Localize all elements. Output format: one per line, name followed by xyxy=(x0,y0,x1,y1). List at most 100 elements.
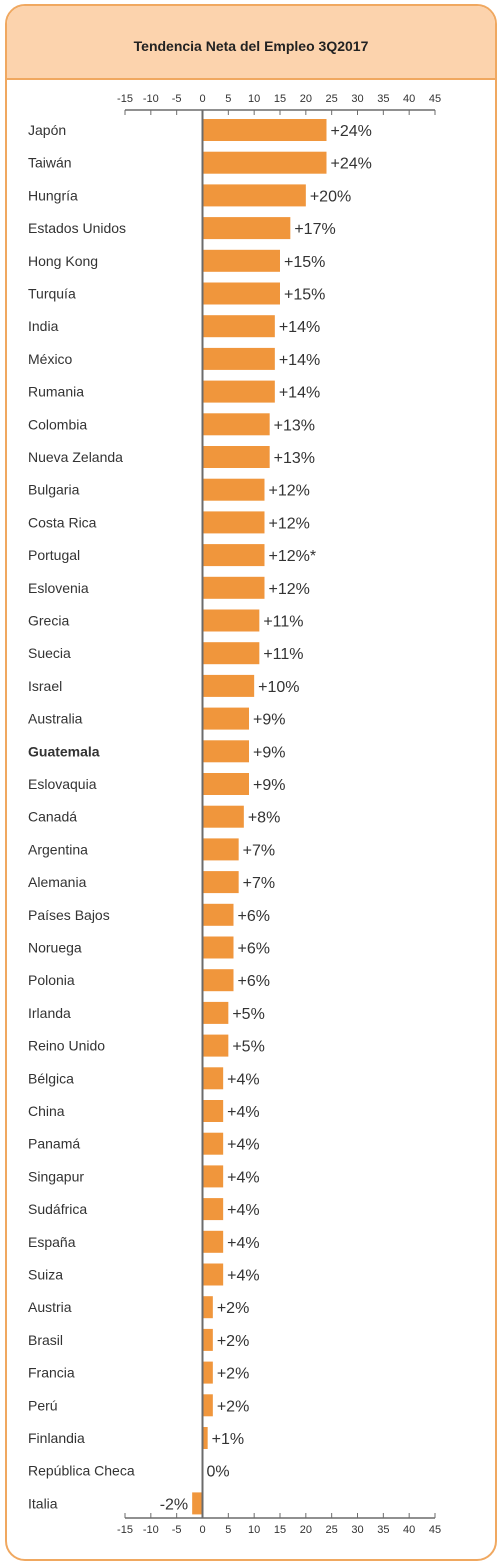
value-label: +4% xyxy=(227,1104,259,1121)
category-label-highlighted: Guatemala xyxy=(28,743,100,759)
category-label: Irlanda xyxy=(28,1005,71,1021)
value-label: +15% xyxy=(284,254,325,271)
bar xyxy=(202,642,260,665)
value-label: +2% xyxy=(217,1398,249,1415)
category-label: Singapur xyxy=(28,1168,84,1184)
category-label: Turquía xyxy=(28,286,76,302)
value-label: +12%* xyxy=(269,548,317,565)
value-label: +4% xyxy=(227,1235,259,1252)
value-label: +2% xyxy=(217,1366,249,1383)
bar xyxy=(202,315,275,338)
value-label: +10% xyxy=(258,679,299,696)
bar xyxy=(202,969,234,992)
bar xyxy=(202,1263,224,1286)
bar xyxy=(202,1067,224,1090)
value-label: +6% xyxy=(238,941,270,958)
category-label: Alemania xyxy=(28,874,87,890)
bar xyxy=(202,249,280,272)
category-label: Estados Unidos xyxy=(28,220,126,236)
bar xyxy=(202,1165,224,1188)
value-label: +11% xyxy=(263,646,303,663)
bar xyxy=(202,674,255,697)
top-axis-tick-label: -5 xyxy=(172,93,182,105)
value-label: +6% xyxy=(238,908,270,925)
bar xyxy=(202,1328,213,1351)
bottom-axis-tick-label: 40 xyxy=(403,1524,415,1536)
category-label: Argentina xyxy=(28,841,88,857)
value-label: +9% xyxy=(253,744,285,761)
value-label: +24% xyxy=(331,123,372,140)
category-label: Rumania xyxy=(28,384,84,400)
category-label: Panamá xyxy=(28,1136,80,1152)
value-label: +4% xyxy=(227,1137,259,1154)
value-label: +5% xyxy=(232,1006,264,1023)
top-axis-tick-label: 45 xyxy=(429,93,441,105)
bar xyxy=(202,871,239,894)
category-label: Eslovenia xyxy=(28,580,89,596)
bar xyxy=(192,1492,203,1515)
value-label: +4% xyxy=(227,1268,259,1285)
category-label: Israel xyxy=(28,678,62,694)
category-label: Grecia xyxy=(28,613,69,629)
bottom-axis-tick-label: 45 xyxy=(429,1524,441,1536)
category-label: Países Bajos xyxy=(28,907,110,923)
top-axis-tick-label: 15 xyxy=(274,93,286,105)
category-label: Canadá xyxy=(28,809,77,825)
value-label: +24% xyxy=(331,156,372,173)
value-label: +9% xyxy=(253,777,285,794)
value-label: +14% xyxy=(279,319,320,336)
bottom-axis-tick-label: 35 xyxy=(377,1524,389,1536)
category-label: Australia xyxy=(28,711,83,727)
value-label: +4% xyxy=(227,1071,259,1088)
bar xyxy=(202,119,327,141)
bar xyxy=(202,903,234,926)
bar xyxy=(202,1100,224,1122)
bar xyxy=(202,544,265,567)
value-label: +12% xyxy=(269,581,310,598)
category-label: España xyxy=(28,1234,76,1250)
bottom-axis-tick-label: 5 xyxy=(225,1524,231,1536)
top-axis-tick-label: 20 xyxy=(300,93,312,105)
bottom-axis-tick-label: 25 xyxy=(326,1524,338,1536)
bar xyxy=(202,347,275,370)
value-label: +13% xyxy=(274,450,315,467)
value-label: 0% xyxy=(207,1464,230,1481)
value-label: +4% xyxy=(227,1169,259,1186)
value-label: +15% xyxy=(284,287,325,304)
bottom-axis-tick-label: 10 xyxy=(248,1524,260,1536)
category-label: Bulgaria xyxy=(28,482,80,498)
bar xyxy=(202,217,291,240)
bottom-axis-tick-label: -10 xyxy=(143,1524,159,1536)
category-label: Hungría xyxy=(28,187,78,203)
bottom-axis-tick-label: 30 xyxy=(351,1524,363,1536)
bar xyxy=(202,446,270,468)
value-label: +1% xyxy=(212,1431,244,1448)
value-label: +2% xyxy=(217,1300,249,1317)
category-label: Bélgica xyxy=(28,1070,74,1086)
bar xyxy=(202,838,239,861)
bar xyxy=(202,805,244,828)
category-label: México xyxy=(28,351,73,367)
bar xyxy=(202,184,306,207)
value-label: +9% xyxy=(253,712,285,729)
bar xyxy=(202,740,249,763)
bar xyxy=(202,609,260,632)
chart-title: Tendencia Neta del Empleo 3Q2017 xyxy=(133,38,369,54)
top-axis-tick-label: 40 xyxy=(403,93,415,105)
value-label: +5% xyxy=(232,1039,264,1056)
category-label: Polonia xyxy=(28,972,75,988)
bottom-axis-tick-label: 20 xyxy=(300,1524,312,1536)
category-label: Portugal xyxy=(28,547,80,563)
bar xyxy=(202,380,275,403)
category-label: Austria xyxy=(28,1299,72,1315)
category-label: Brasil xyxy=(28,1332,63,1348)
category-label: Perú xyxy=(28,1397,58,1413)
value-label: +14% xyxy=(279,352,320,369)
value-label: +4% xyxy=(227,1202,259,1219)
value-label: +2% xyxy=(217,1333,249,1350)
bar xyxy=(202,1427,208,1449)
bar xyxy=(202,413,270,436)
category-label: Nueva Zelanda xyxy=(28,449,123,465)
category-label: Hong Kong xyxy=(28,253,98,269)
category-label: Reino Unido xyxy=(28,1038,105,1054)
